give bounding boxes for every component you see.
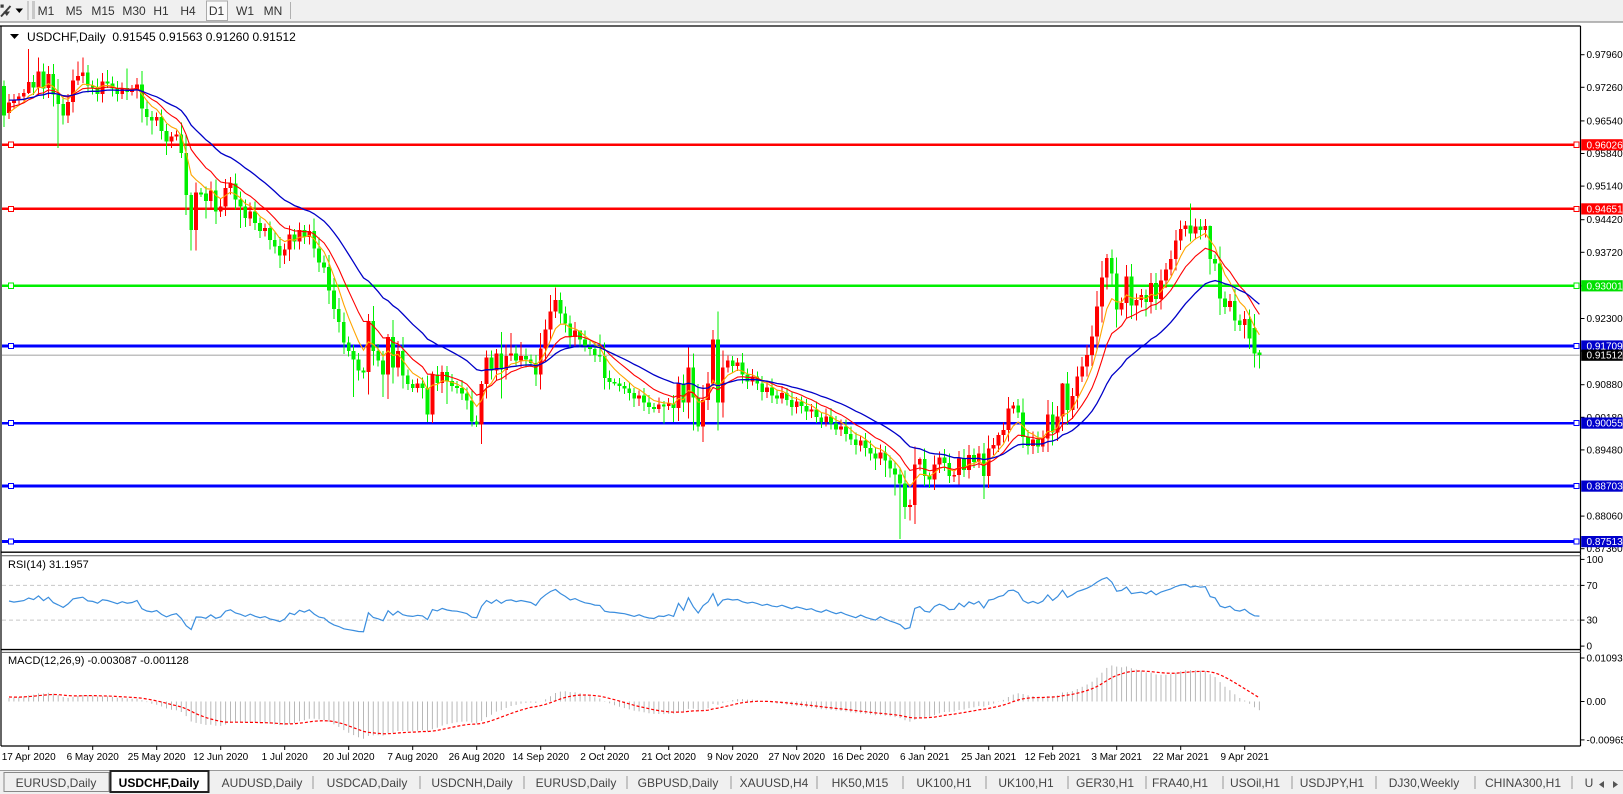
svg-text:EURUSD,Daily: EURUSD,Daily <box>16 776 97 790</box>
svg-text:30: 30 <box>1587 616 1599 627</box>
svg-text:D1: D1 <box>209 4 225 18</box>
svg-text:22 Mar 2021: 22 Mar 2021 <box>1153 752 1210 763</box>
svg-text:HK50,M15: HK50,M15 <box>832 776 889 790</box>
svg-text:0.87360: 0.87360 <box>1587 544 1623 555</box>
svg-text:0.87513: 0.87513 <box>1587 537 1623 548</box>
svg-text:0.90880: 0.90880 <box>1587 380 1623 391</box>
svg-text:0.00: 0.00 <box>1587 697 1607 708</box>
svg-text:21 Oct 2020: 21 Oct 2020 <box>641 752 696 763</box>
svg-text:6 May 2020: 6 May 2020 <box>67 752 120 763</box>
svg-text:0.89480: 0.89480 <box>1587 445 1623 456</box>
svg-text:UK100,H1: UK100,H1 <box>998 776 1054 790</box>
svg-text:0.90055: 0.90055 <box>1587 419 1623 430</box>
svg-text:DJ30,Weekly: DJ30,Weekly <box>1389 776 1459 790</box>
svg-text:1 Jul 2020: 1 Jul 2020 <box>262 752 309 763</box>
svg-text:GER30,H1: GER30,H1 <box>1076 776 1134 790</box>
svg-text:CHINA300,H1: CHINA300,H1 <box>1485 776 1561 790</box>
svg-text:U: U <box>1585 776 1594 790</box>
svg-text:M15: M15 <box>91 4 115 18</box>
svg-text:RSI(14) 31.1957: RSI(14) 31.1957 <box>8 559 89 571</box>
svg-text:25 May 2020: 25 May 2020 <box>128 752 186 763</box>
svg-text:XAUUSD,H4: XAUUSD,H4 <box>740 776 809 790</box>
svg-text:MN: MN <box>264 4 283 18</box>
svg-text:EURUSD,Daily: EURUSD,Daily <box>536 776 617 790</box>
svg-text:6 Jan 2021: 6 Jan 2021 <box>900 752 950 763</box>
svg-text:USDCHF,Daily: USDCHF,Daily <box>119 776 200 790</box>
svg-text:0.96026: 0.96026 <box>1587 140 1623 151</box>
svg-text:0.88703: 0.88703 <box>1587 482 1623 493</box>
svg-text:0.97260: 0.97260 <box>1587 83 1623 94</box>
svg-text:14 Sep 2020: 14 Sep 2020 <box>512 752 569 763</box>
svg-text:3 Mar 2021: 3 Mar 2021 <box>1091 752 1142 763</box>
svg-text:0.94651: 0.94651 <box>1587 204 1623 215</box>
svg-text:0.91709: 0.91709 <box>1587 342 1623 353</box>
svg-text:AUDUSD,Daily: AUDUSD,Daily <box>222 776 303 790</box>
svg-text:7 Aug 2020: 7 Aug 2020 <box>387 752 438 763</box>
svg-text:M1: M1 <box>38 4 55 18</box>
svg-text:0.92300: 0.92300 <box>1587 314 1623 325</box>
svg-text:GBPUSD,Daily: GBPUSD,Daily <box>638 776 719 790</box>
svg-text:USDCNH,Daily: USDCNH,Daily <box>431 776 512 790</box>
svg-text:16 Dec 2020: 16 Dec 2020 <box>832 752 889 763</box>
svg-text:M30: M30 <box>122 4 146 18</box>
svg-text:0.95840: 0.95840 <box>1587 149 1623 160</box>
svg-text:100: 100 <box>1587 555 1604 566</box>
svg-text:USDCAD,Daily: USDCAD,Daily <box>327 776 408 790</box>
svg-text:12 Jun 2020: 12 Jun 2020 <box>193 752 248 763</box>
svg-text:H1: H1 <box>153 4 169 18</box>
svg-text:2 Oct 2020: 2 Oct 2020 <box>580 752 629 763</box>
svg-text:0.97960: 0.97960 <box>1587 50 1623 61</box>
svg-text:-0.009653: -0.009653 <box>1587 735 1623 746</box>
svg-text:27 Nov 2020: 27 Nov 2020 <box>768 752 825 763</box>
svg-text:25 Jan 2021: 25 Jan 2021 <box>961 752 1016 763</box>
svg-text:0.93720: 0.93720 <box>1587 248 1623 259</box>
svg-text:20 Jul 2020: 20 Jul 2020 <box>323 752 375 763</box>
svg-text:FRA40,H1: FRA40,H1 <box>1152 776 1208 790</box>
svg-text:USOil,H1: USOil,H1 <box>1230 776 1280 790</box>
svg-text:0.93001: 0.93001 <box>1587 281 1623 292</box>
svg-text:0.88060: 0.88060 <box>1587 512 1623 523</box>
svg-text:0.010933: 0.010933 <box>1587 654 1623 665</box>
svg-text:17 Apr 2020: 17 Apr 2020 <box>2 752 56 763</box>
svg-text:M5: M5 <box>66 4 83 18</box>
svg-text:70: 70 <box>1587 581 1599 592</box>
svg-text:H4: H4 <box>180 4 196 18</box>
svg-text:0.95140: 0.95140 <box>1587 182 1623 193</box>
svg-text:MACD(12,26,9) -0.003087 -0.001: MACD(12,26,9) -0.003087 -0.001128 <box>8 655 189 667</box>
svg-text:9 Apr 2021: 9 Apr 2021 <box>1221 752 1270 763</box>
svg-text:UK100,H1: UK100,H1 <box>916 776 972 790</box>
svg-text:0.94420: 0.94420 <box>1587 215 1623 226</box>
svg-text:USDJPY,H1: USDJPY,H1 <box>1300 776 1365 790</box>
svg-text:9 Nov 2020: 9 Nov 2020 <box>707 752 759 763</box>
svg-text:0: 0 <box>1587 642 1593 653</box>
svg-text:USDCHF,Daily 0.91545 0.91563: USDCHF,Daily 0.91545 0.91563 0.91260 0.9… <box>27 30 296 44</box>
svg-text:W1: W1 <box>236 4 254 18</box>
svg-text:26 Aug 2020: 26 Aug 2020 <box>449 752 506 763</box>
svg-text:12 Feb 2021: 12 Feb 2021 <box>1025 752 1082 763</box>
svg-text:0.91512: 0.91512 <box>1587 351 1623 362</box>
svg-text:0.96540: 0.96540 <box>1587 116 1623 127</box>
